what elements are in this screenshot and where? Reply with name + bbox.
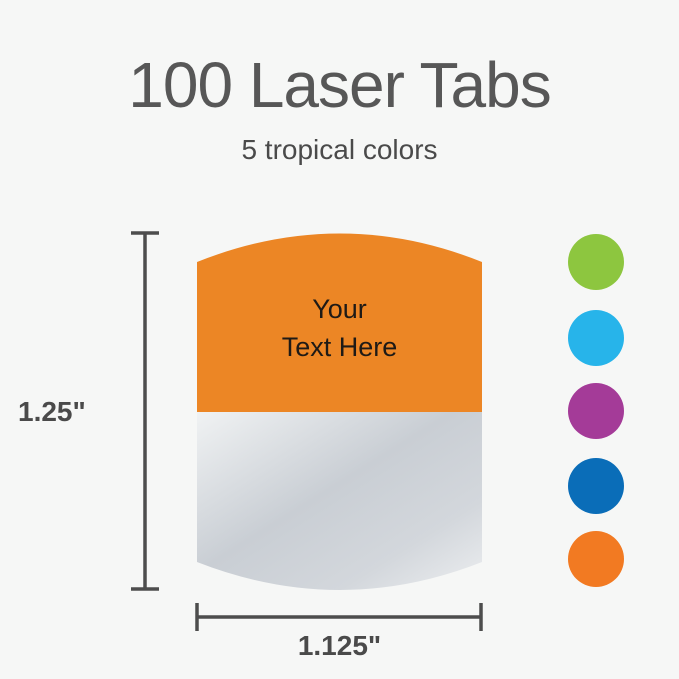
width-label: 1.125" <box>297 630 382 661</box>
page-title: 100 Laser Tabs <box>128 49 551 121</box>
color-swatch-blue <box>568 458 624 514</box>
color-swatch-green <box>568 234 624 290</box>
tab-text-line-2: Text Here <box>281 332 398 362</box>
color-swatch-orange <box>568 531 624 587</box>
tab-text-line-1: Your <box>312 294 367 324</box>
tab-placeholder-text: Your Text Here <box>197 290 482 366</box>
color-swatch-sky-blue <box>568 310 624 366</box>
color-swatch-purple <box>568 383 624 439</box>
height-label: 1.25" <box>18 396 86 427</box>
height-dimension-line <box>131 231 159 591</box>
subtitle: 5 tropical colors <box>241 134 438 165</box>
tab-silver-part <box>197 412 482 590</box>
tab-orange-part <box>197 233 482 412</box>
width-dimension-line <box>195 603 483 631</box>
